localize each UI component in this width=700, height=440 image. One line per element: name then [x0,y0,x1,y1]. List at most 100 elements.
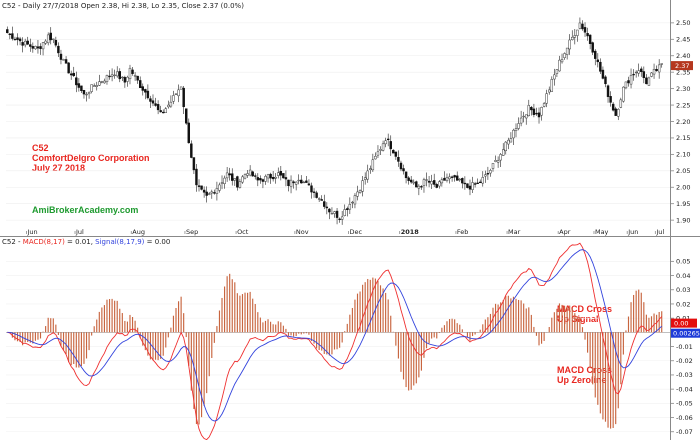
candle-up [177,89,180,97]
candle-down [123,77,127,83]
candle-up [527,105,531,117]
macd-lines [7,242,663,440]
macd-y-tick-label: -0.05 [676,400,693,408]
x-tick-label: May [595,228,609,236]
x-tick-label: Nov [296,228,309,236]
candle-up [92,85,96,87]
candle-down [586,33,589,37]
candle-up [174,93,178,95]
candle-up [115,71,119,77]
candle-up [458,178,461,181]
candle-down [251,171,254,177]
price-header: C52 - Daily 27/7/2018 Open 2.38, Hi 2.38… [2,2,244,10]
candle-down [476,182,479,184]
candle-up [330,213,334,215]
candle-down [80,85,83,92]
macd-header-symbol: C52 [2,238,16,246]
candle-down [402,168,405,172]
candle-down [141,86,144,91]
candle-up [353,195,357,205]
candle-down [282,173,285,179]
candle-down [231,173,234,181]
candle-down [236,176,239,188]
candle-up [289,179,293,187]
candle-down [435,184,438,188]
candle-up [302,181,306,184]
candle-down [328,208,331,213]
candle-down [312,191,316,193]
candle-up [294,181,298,185]
candle-down [49,32,52,41]
candle-down [146,90,150,99]
price-y-tick-label: 1.95 [676,200,690,208]
macd-y-tick-label: -0.04 [676,385,693,393]
candle-down [632,73,635,76]
signal-badge-bg [671,328,700,338]
candle-down [144,89,147,93]
candle-down [213,192,216,194]
candle-up [509,138,513,143]
candle-up [565,47,569,55]
candle-down [31,46,35,49]
candle-down [185,108,188,124]
candle-up [622,86,625,102]
candle-down [325,206,329,209]
candle-up [105,75,109,82]
candle-up [496,160,500,163]
candle-up [647,77,651,86]
candle-up [540,107,543,116]
candle-down [609,96,612,103]
price-y-tick-label: 2.30 [676,85,690,93]
candle-down [159,110,162,113]
candle-down [138,80,142,88]
candle-down [67,62,70,74]
candle-up [121,76,124,79]
x-tick-label: Dec [350,228,363,236]
candle-down [39,46,42,49]
x-tick-label: Aug [132,228,145,236]
candle-up [246,173,249,176]
annotation-date: July 27 2018 [32,163,85,173]
candle-down [611,103,615,111]
candle-up [133,75,137,77]
candle-down [21,42,24,46]
candle-down [151,100,155,104]
candle-up [519,117,523,124]
candle-down [478,181,482,184]
macd-header-macd-label: MACD(8,17) [23,238,65,246]
candle-down [36,46,40,49]
candle-down [136,75,139,81]
candle-down [399,162,403,170]
candle-down [606,85,610,97]
candle-up [617,108,620,117]
candle-up [215,188,219,194]
price-y-tick-label: 2.00 [676,184,690,192]
candle-down [415,181,418,188]
candle-up [220,182,224,184]
candle-down [420,186,423,188]
candle-up [576,29,579,36]
candle-up [356,191,359,197]
macd-y-tick-label: -0.03 [676,371,693,379]
candle-down [271,177,275,180]
candle-down [202,189,206,193]
candle-up [657,64,661,73]
annotation-cross-up-signal-1: MACD Cross [557,304,612,314]
candle-up [95,85,98,87]
candle-up [238,181,242,188]
candle-down [645,77,648,85]
last-price-badge: 2.37 [671,61,693,71]
candle-down [346,208,349,210]
candle-down [530,106,533,111]
candle-up [363,177,367,180]
candle-down [197,185,201,187]
x-tick-label: Oct [237,228,249,236]
price-y-tick-label: 2.10 [676,151,690,159]
x-tick-label: Sep [186,228,198,236]
x-tick-label: Jul [655,228,664,236]
candle-down [292,181,295,184]
candle-down [601,69,605,79]
candle-down [581,23,584,30]
candle-up [422,179,426,186]
